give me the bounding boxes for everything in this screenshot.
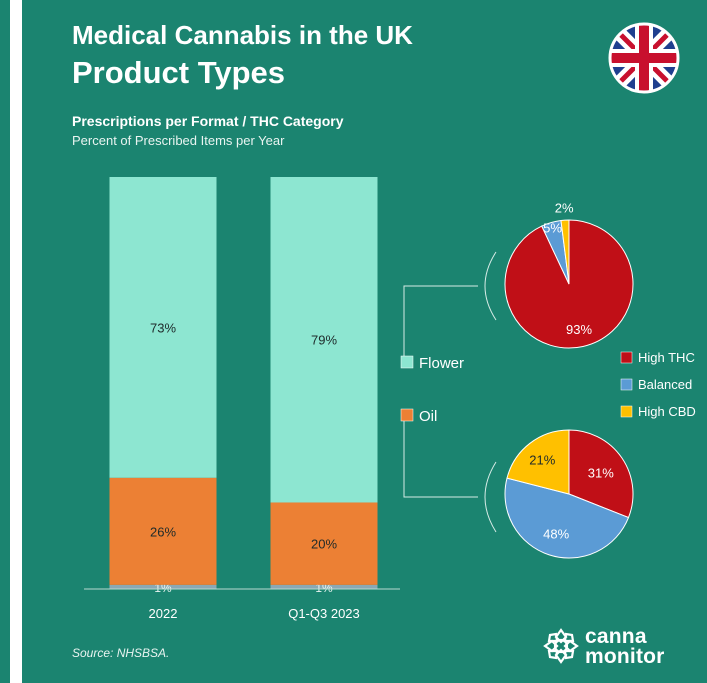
connector-oil <box>403 418 478 498</box>
title-line-2: Product Types <box>72 55 286 90</box>
pie-slice <box>568 429 634 519</box>
logo-line-1: canna <box>585 625 647 648</box>
x-tick-label: Q1-Q3 2023 <box>288 606 360 621</box>
pie-slice <box>504 477 630 559</box>
bracket-flower <box>484 251 497 321</box>
chart-subtitle: Prescriptions per Format / THC Category <box>72 113 344 129</box>
logo-wordmark: canna monitor <box>585 625 665 668</box>
bracket-oil <box>484 461 497 533</box>
bar-data-label: 73% <box>150 320 176 335</box>
legend-swatch-oil <box>400 408 414 422</box>
pie-slice <box>506 429 570 495</box>
bar-segment <box>109 477 217 585</box>
legend-label-high-cbd: High CBD <box>638 404 696 419</box>
legend-swatch-high-thc <box>620 351 633 364</box>
legend-swatch-flower <box>400 355 414 369</box>
pie-data-label: 21% <box>529 453 555 468</box>
legend-label-oil: Oil <box>419 408 437 425</box>
legend-label-flower: Flower <box>419 355 464 372</box>
source-note: Source: NHSBSA. <box>72 646 170 660</box>
logo-line-2: monitor <box>585 645 665 668</box>
bar-data-label: 26% <box>150 524 176 539</box>
pie-data-label: 48% <box>543 527 569 542</box>
x-tick-label: 2022 <box>149 606 178 621</box>
canna-monitor-logo-icon <box>543 628 579 664</box>
chart-subsubtitle: Percent of Prescribed Items per Year <box>72 133 285 148</box>
pie-data-label: 93% <box>566 322 592 337</box>
bar-segment <box>109 584 217 589</box>
connector-lines <box>403 251 497 533</box>
connector-flower <box>403 285 478 362</box>
uk-flag-icon <box>608 22 680 94</box>
bar-segment <box>270 584 378 589</box>
left-edge-bar <box>0 0 10 683</box>
legend-swatch-high-cbd <box>620 405 633 418</box>
bar-segment <box>270 502 378 585</box>
bar-data-label: 20% <box>311 537 337 552</box>
legend-swatch-balanced <box>620 378 633 391</box>
pie-slice <box>560 219 570 285</box>
title-line-1: Medical Cannabis in the UK <box>72 20 413 50</box>
bar-segment <box>109 177 217 478</box>
legend-label-high-thc: High THC <box>638 350 695 365</box>
pie-data-label: 5% <box>543 220 562 235</box>
bar-data-label: 79% <box>311 333 337 348</box>
legend-label-balanced: Balanced <box>638 377 692 392</box>
bar-segment <box>270 177 378 503</box>
pie-data-label: 2% <box>555 200 574 215</box>
pie-data-label: 31% <box>588 465 614 480</box>
